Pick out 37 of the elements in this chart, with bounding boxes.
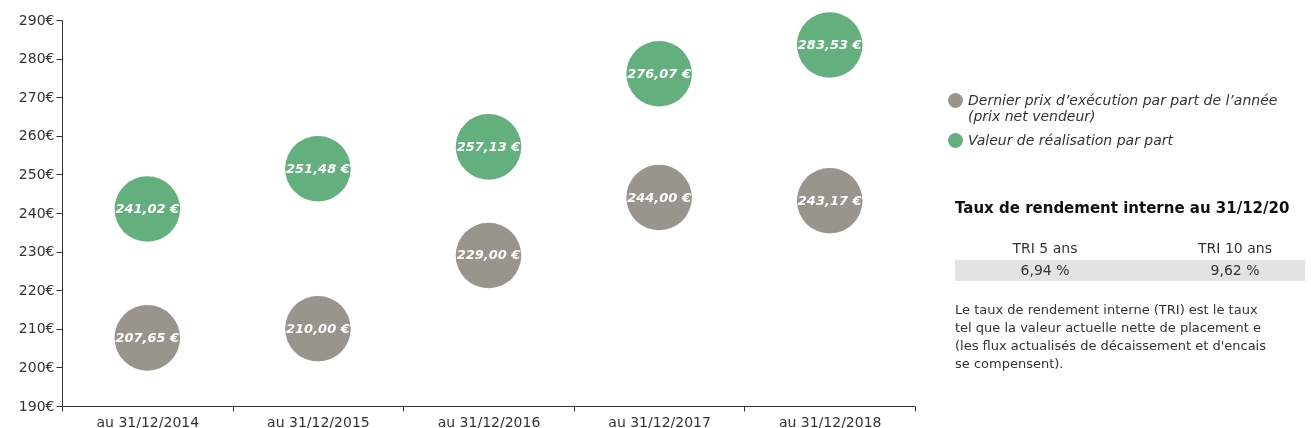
text: tel que la valeur actuelle nette de placement e [955,320,1262,335]
y-tick-label: 240€ [18,204,55,221]
text: se compensent). [955,356,1064,371]
y-tick-label: 280€ [18,50,55,67]
data-label: 244,00 € [627,189,691,205]
data-label: 257,13 € [456,138,521,154]
category-label: TRI 5 ans [1011,240,1078,256]
x-tick-label: au 31/12/2016 [437,413,541,428]
data-label: 9,62 % [1210,262,1260,278]
y-tick-label: 200€ [18,358,55,375]
data-label: 276,07 € [627,65,691,81]
data-label: 243,17 € [797,192,862,208]
y-tick-label: 260€ [18,127,55,144]
data-label: 283,53 € [797,36,862,52]
y-tick-label: 230€ [18,243,55,260]
x-tick-label: au 31/12/2014 [96,413,200,428]
category-label: TRI 10 ans [1197,240,1272,256]
data-label: 241,02 € [115,201,180,217]
data-label: 207,65 € [115,329,180,345]
y-tick-label: 190€ [18,397,55,414]
x-tick-label: au 31/12/2015 [267,413,370,428]
text: Taux de rendement interne au 31/12/20 [955,199,1290,217]
data-label: 251,48 € [286,160,350,176]
legend-label: Dernier prix d’exécution par part de l’année (prix net vendeur) [968,91,1278,124]
data-label: 229,00 € [456,247,521,263]
legend-label: Valeur de réalisation par part [968,131,1174,148]
y-tick-label: 250€ [18,165,55,182]
y-tick-label: 210€ [18,320,55,337]
y-tick-label: 220€ [18,281,55,298]
x-tick-label: au 31/12/2017 [608,413,711,428]
x-tick-label: au 31/12/2018 [778,413,882,428]
data-label: 6,94 % [1020,262,1070,278]
y-tick-label: 270€ [18,88,55,105]
y-tick-label: 290€ [18,11,55,28]
data-label: 210,00 € [286,320,350,336]
text: (les flux actualisés de décaissement et d'encais [955,338,1267,353]
text: Le taux de rendement interne (TRI) est le taux [955,302,1258,317]
